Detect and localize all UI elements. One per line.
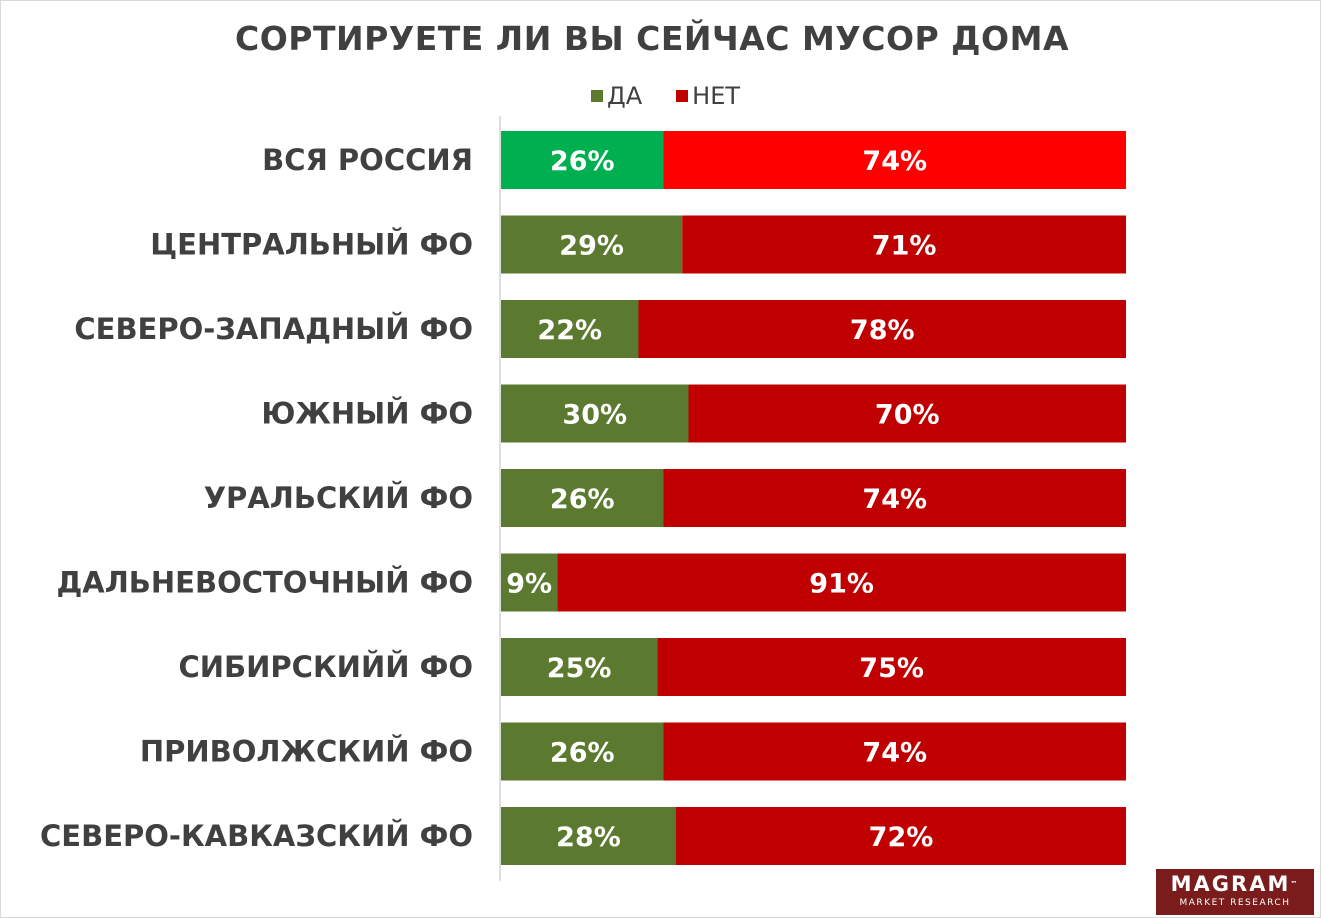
data-label-no: 71% bbox=[872, 231, 937, 262]
logo-subtitle: MARKET RESEARCH bbox=[1179, 898, 1291, 908]
data-label-no: 72% bbox=[869, 822, 934, 853]
category-label: ЦЕНТРАЛЬНЫЙ ФО bbox=[150, 228, 473, 262]
bar-yes bbox=[501, 384, 689, 443]
data-label-yes: 26% bbox=[550, 738, 615, 769]
bar-yes bbox=[501, 807, 676, 865]
category-label: СЕВЕРО-ЗАПАДНЫЙ ФО bbox=[74, 312, 473, 346]
data-label-no: 74% bbox=[862, 146, 927, 177]
legend-swatch-no bbox=[676, 90, 689, 102]
bar-no bbox=[638, 300, 1126, 358]
bar-yes bbox=[501, 131, 664, 189]
bar-yes bbox=[501, 300, 639, 358]
legend-item-no: НЕТ bbox=[676, 82, 740, 110]
data-label-yes: 22% bbox=[537, 315, 602, 346]
data-label-yes: 30% bbox=[562, 400, 627, 431]
bar-no bbox=[657, 638, 1126, 696]
data-label-no: 74% bbox=[862, 738, 927, 769]
legend-swatch-yes bbox=[591, 90, 603, 102]
data-label-yes: 29% bbox=[559, 231, 624, 262]
data-label-no: 74% bbox=[862, 484, 927, 515]
category-label: ПРИВОЛЖСКИЙ ФО bbox=[140, 735, 473, 769]
magram-logo: MAGRAM™ MARKET RESEARCH bbox=[1156, 869, 1314, 915]
bar-no bbox=[688, 384, 1126, 443]
data-label-yes: 9% bbox=[506, 569, 552, 600]
category-label: СЕВЕРО-КАВКАЗСКИЙ ФО bbox=[40, 819, 473, 853]
bar-no bbox=[557, 553, 1126, 612]
category-label: ВСЯ РОССИЯ bbox=[262, 143, 473, 177]
category-label: ЮЖНЫЙ ФО bbox=[261, 397, 473, 431]
category-label: УРАЛЬСКИЙ ФО bbox=[204, 481, 473, 515]
bar-no bbox=[663, 469, 1126, 527]
legend-item-yes: ДА bbox=[591, 82, 642, 110]
data-label-no: 75% bbox=[859, 653, 924, 684]
legend-label-no: НЕТ bbox=[692, 82, 741, 110]
bar-yes bbox=[501, 553, 558, 612]
bar-no bbox=[663, 722, 1126, 781]
bar-no bbox=[682, 215, 1126, 274]
data-label-no: 91% bbox=[809, 569, 874, 600]
chart-title: СОРТИРУЕТЕ ЛИ ВЫ СЕЙЧАС МУСОР ДОМА bbox=[235, 19, 1069, 58]
bar-yes bbox=[501, 215, 683, 274]
bar-yes bbox=[501, 638, 658, 696]
logo-name: MAGRAM™ bbox=[1170, 872, 1300, 896]
data-label-yes: 26% bbox=[550, 146, 615, 177]
bar-yes bbox=[501, 469, 664, 527]
category-label: СИБИРСКИЙЙ ФО bbox=[179, 650, 474, 684]
bar-no bbox=[663, 131, 1126, 189]
data-label-yes: 26% bbox=[550, 484, 615, 515]
data-label-no: 78% bbox=[850, 315, 915, 346]
legend: ДА НЕТ bbox=[591, 81, 740, 111]
bar-no bbox=[676, 807, 1126, 865]
data-label-no: 70% bbox=[875, 400, 940, 431]
category-label: ДАЛЬНЕВОСТОЧНЫЙ ФО bbox=[56, 566, 473, 600]
data-label-yes: 28% bbox=[556, 822, 621, 853]
data-label-yes: 25% bbox=[547, 653, 612, 684]
legend-label-yes: ДА bbox=[607, 82, 643, 110]
bar-yes bbox=[501, 722, 664, 781]
